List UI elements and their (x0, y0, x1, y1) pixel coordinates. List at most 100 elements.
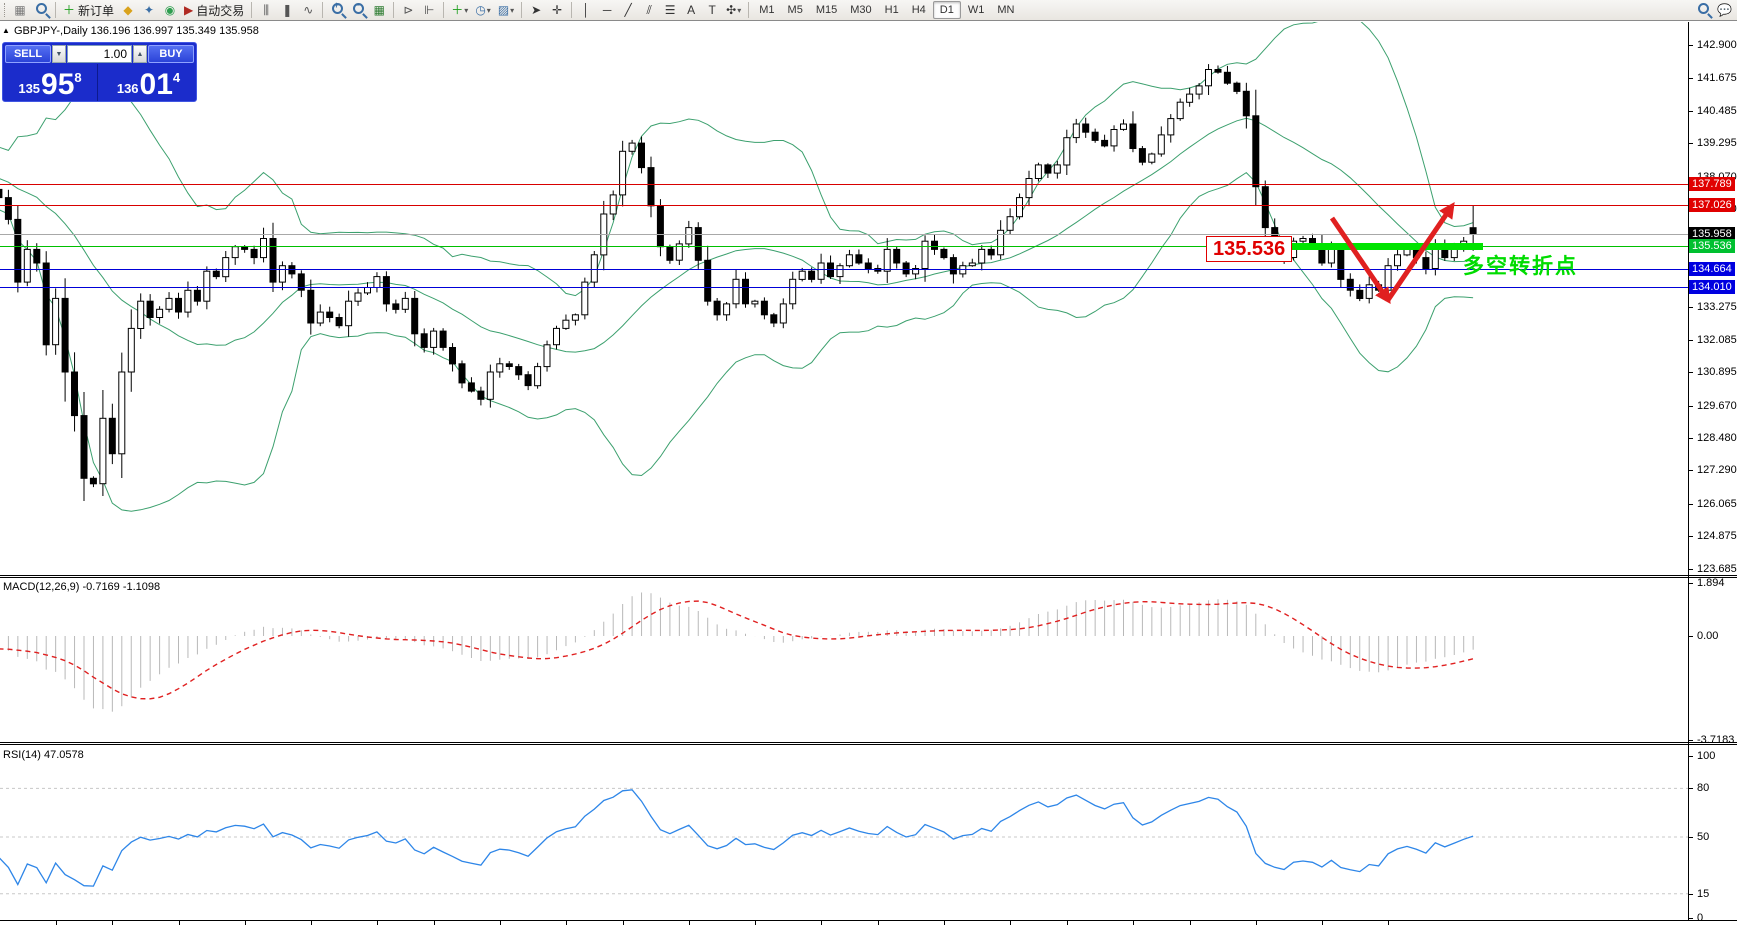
timeframe-w1-button[interactable]: W1 (967, 4, 985, 16)
price-callout-label[interactable]: 135.536 (1206, 236, 1293, 262)
date-tick (1322, 921, 1323, 925)
horizontal-level-line[interactable] (0, 287, 1688, 288)
dropdown-caret-icon[interactable]: ▾ (486, 5, 491, 15)
text-label-icon: T (708, 3, 716, 17)
arrows-icon[interactable]: ✣ ▾ (723, 1, 744, 19)
chart-shift-icon[interactable]: ⊩ (419, 1, 439, 19)
horizontal-level-line[interactable] (0, 269, 1688, 270)
price-tag: 134.010 (1689, 280, 1735, 295)
channel-icon: ⫽ (646, 3, 652, 17)
annotation-text-cn[interactable]: 多空转折点 (1463, 255, 1578, 278)
date-tick (1067, 921, 1068, 925)
volume-input[interactable]: 1.00 (67, 45, 132, 63)
autotrading-button[interactable]: ▶ 自动交易 (181, 1, 247, 19)
indicators-icon[interactable]: ＋ ▾ (448, 1, 471, 19)
volume-increase-button[interactable]: ▲ (133, 45, 147, 63)
price-tick-label: 139.295 (1697, 137, 1737, 150)
search-icon[interactable] (1693, 1, 1713, 19)
collapse-arrow-icon[interactable]: ▲ (2, 26, 10, 35)
horizontal-line-icon: ─ (602, 3, 612, 17)
horizontal-level-line[interactable] (0, 205, 1688, 206)
horizontal-level-line[interactable] (0, 234, 1688, 235)
buy-button[interactable]: BUY (148, 45, 194, 63)
timeframe-m30-button[interactable]: M30 (850, 4, 872, 16)
pane-divider[interactable] (0, 575, 1737, 576)
autotrading-icon: ▶ (184, 3, 194, 17)
cursor-icon[interactable]: ➤ (526, 1, 546, 19)
rsi-axis-label: 100 (1697, 750, 1716, 762)
pane-divider[interactable] (0, 742, 1737, 743)
chart-window-icon[interactable]: ▦ (10, 1, 30, 19)
date-tick (944, 921, 945, 925)
template-icon[interactable]: ▨ ▾ (495, 1, 517, 19)
price-tick-label: 130.895 (1697, 366, 1737, 379)
timeframe-mn-button[interactable]: MN (997, 4, 1015, 16)
line-chart-icon: ∿ (303, 3, 314, 17)
bollinger-lower-band (0, 171, 1474, 512)
candlestick-chart-icon[interactable]: ❚ (277, 1, 297, 19)
periods-icon: ◷ (475, 3, 486, 17)
zoom-in-icon[interactable]: + (327, 0, 347, 19)
price-tick (1689, 78, 1693, 80)
timeframe-m15-button[interactable]: M15 (815, 4, 838, 16)
date-tick (878, 921, 879, 925)
price-tick (1689, 437, 1693, 439)
timeframe-m1-button[interactable]: M1 (759, 4, 775, 16)
price-axis-border (1688, 22, 1689, 920)
vertical-line-icon: │ (582, 3, 590, 17)
chart-window[interactable]: 135.536 多空转折点 142.900 141.675 140.485 139.2… (0, 22, 1737, 941)
signals-icon[interactable]: ◉ (160, 1, 180, 19)
sell-button[interactable]: SELL (5, 45, 51, 63)
trendline-icon[interactable]: ╱ (618, 1, 638, 19)
one-click-trading-panel: SELL ▼ 1.00 ▲ BUY 135 95 8 136 01 4 (2, 42, 197, 102)
print-preview-icon[interactable] (31, 1, 51, 19)
timeframe-m5-button[interactable]: M5 (787, 4, 803, 16)
auto-scroll-icon[interactable]: ⊳ (398, 1, 418, 19)
buy-price-display[interactable]: 136 01 4 (116, 68, 181, 101)
vertical-line-icon[interactable]: │ (576, 1, 596, 19)
date-tick (311, 921, 312, 925)
new-order-button[interactable]: ＋新订单 (60, 1, 117, 19)
macd-axis-label: 1.894 (1697, 577, 1725, 590)
sell-price-display[interactable]: 135 95 8 (3, 64, 98, 101)
date-tick (434, 921, 435, 925)
arrow-annotations[interactable] (0, 22, 1688, 941)
horizontal-line-icon[interactable]: ─ (597, 1, 617, 19)
fibonacci-icon[interactable]: ☰ (660, 1, 680, 19)
price-tick-label: 124.875 (1697, 530, 1737, 543)
dropdown-caret-icon[interactable]: ▾ (510, 5, 515, 15)
price-tick-label: 129.670 (1697, 399, 1737, 412)
metaeditor-icon[interactable]: ◆ (118, 1, 138, 19)
timeframe-h1-button[interactable]: H1 (884, 4, 899, 16)
price-tag: 134.664 (1689, 262, 1735, 277)
bar-chart-icon: ⫼ (263, 3, 270, 17)
line-chart-icon[interactable]: ∿ (298, 1, 318, 19)
timeframe-h4-button[interactable]: H4 (911, 4, 926, 16)
rsi-line (0, 789, 1474, 887)
price-tag: 135.536 (1689, 238, 1735, 253)
price-tick-label: 126.065 (1697, 497, 1737, 510)
dropdown-caret-icon[interactable]: ▾ (464, 5, 469, 15)
horizontal-level-line[interactable] (0, 246, 1688, 247)
chat-icon[interactable]: 💬 (1717, 3, 1732, 17)
periods-icon[interactable]: ◷ ▾ (472, 1, 494, 19)
channel-icon[interactable]: ⫽ (639, 1, 659, 19)
volume-decrease-button[interactable]: ▼ (52, 45, 66, 63)
dropdown-caret-icon[interactable]: ▾ (737, 5, 742, 15)
tile-windows-icon[interactable]: ▦ (369, 1, 389, 19)
green-highlight-bar[interactable] (1292, 243, 1483, 250)
text-label-icon[interactable]: T (702, 1, 722, 19)
macd-signal-line (0, 600, 1474, 700)
chart-canvas[interactable] (0, 22, 1688, 941)
date-tick (689, 921, 690, 925)
crosshair-icon[interactable]: ✛ (547, 1, 567, 19)
price-tick (1689, 405, 1693, 407)
text-icon[interactable]: A (681, 1, 701, 19)
price-tag: 137.789 (1689, 177, 1735, 192)
symbol-ohlc-readout: GBPJPY-,Daily 136.196 136.997 135.349 13… (14, 25, 259, 37)
navigator-icon[interactable]: ✦ (139, 1, 159, 19)
bar-chart-icon[interactable]: ⫼ (256, 1, 276, 19)
zoom-out-icon[interactable]: − (348, 0, 368, 19)
timeframe-d1-button[interactable]: D1 (932, 1, 961, 19)
horizontal-level-line[interactable] (0, 184, 1688, 185)
